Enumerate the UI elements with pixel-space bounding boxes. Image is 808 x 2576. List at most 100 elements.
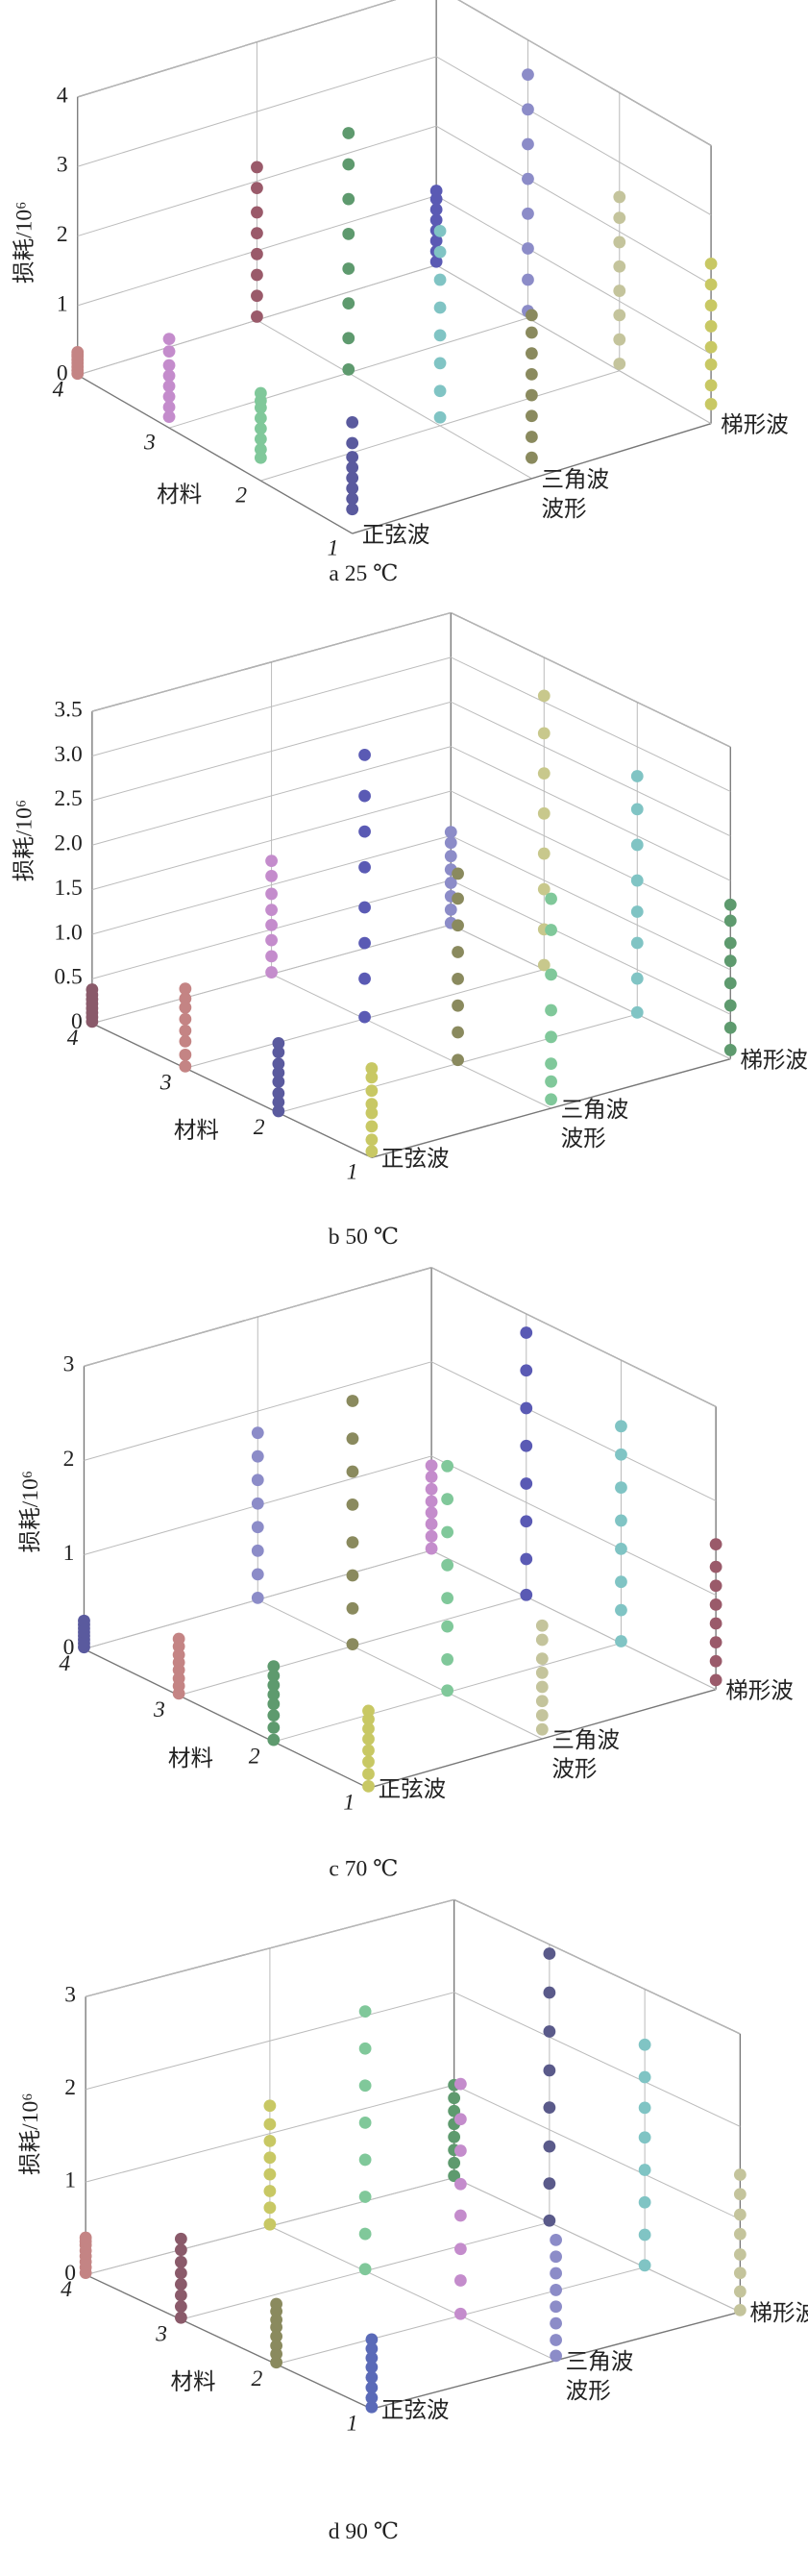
x-tick-label: 正弦波 (362, 522, 430, 548)
point (638, 2259, 651, 2272)
point (453, 2113, 467, 2126)
point (263, 2135, 277, 2147)
point (537, 767, 551, 780)
point (272, 1037, 285, 1050)
point (733, 2248, 747, 2261)
point (733, 2285, 747, 2298)
point (263, 2201, 277, 2215)
point (362, 1755, 375, 1769)
point (520, 1477, 533, 1490)
point (453, 2077, 467, 2091)
point (265, 887, 278, 901)
point (358, 936, 371, 950)
point (174, 2255, 187, 2268)
point (365, 2381, 379, 2394)
point (520, 1439, 533, 1452)
point (365, 2351, 379, 2365)
point (525, 347, 538, 360)
point (522, 242, 534, 255)
caption: c 70 ℃ (329, 1856, 398, 1881)
y-tick-label: 3.5 (54, 697, 82, 722)
point (365, 2371, 379, 2384)
x-axis-label: 波形 (566, 2378, 611, 2404)
point (444, 836, 457, 850)
point (535, 1666, 549, 1679)
y-tick-label: 2 (64, 2075, 76, 2100)
point (535, 1680, 549, 1694)
point (346, 1536, 359, 1549)
grid-line (77, 56, 712, 216)
point (254, 422, 267, 435)
z-axis-label: 材料 (168, 1746, 213, 1771)
z-tick-label: 4 (61, 2277, 72, 2302)
point (615, 1635, 627, 1647)
y-tick-label: 2.0 (54, 831, 82, 856)
point (448, 2156, 461, 2169)
point (346, 436, 359, 450)
point (441, 1558, 454, 1572)
axis-line (352, 423, 712, 534)
y-tick-label: 2 (63, 1447, 75, 1472)
axis-line (368, 1689, 717, 1789)
point (638, 2164, 651, 2176)
point (448, 2130, 461, 2143)
point (251, 1449, 264, 1463)
point (522, 137, 534, 151)
point (630, 770, 644, 782)
point (520, 1326, 533, 1339)
point (525, 388, 538, 402)
point (723, 1021, 737, 1034)
point (638, 2195, 651, 2209)
point (346, 503, 359, 516)
point (174, 2243, 187, 2257)
point (267, 1688, 281, 1701)
point (709, 1654, 722, 1668)
y-tick-label: 0 (57, 361, 68, 386)
point (522, 103, 534, 116)
point (425, 1459, 438, 1473)
point (453, 2274, 467, 2287)
point (346, 1395, 359, 1407)
point (522, 172, 534, 186)
point (441, 1525, 454, 1539)
point (638, 2131, 651, 2144)
point (709, 1560, 722, 1573)
z-tick-label: 2 (235, 483, 247, 508)
point (358, 749, 371, 761)
point (346, 415, 359, 429)
z-tick-label: 3 (155, 2321, 167, 2346)
point (441, 1493, 454, 1506)
point (362, 1768, 375, 1780)
point (358, 1010, 371, 1024)
y-tick-label: 2.5 (54, 786, 82, 811)
point (429, 235, 443, 247)
point (425, 1482, 438, 1496)
point (346, 1638, 359, 1650)
point (638, 2070, 651, 2084)
point (452, 1026, 464, 1039)
point (365, 1120, 379, 1133)
point (452, 946, 464, 958)
point (545, 968, 557, 981)
caption: d 90 ℃ (329, 2519, 399, 2544)
y-axis-label: 损耗/10⁶ (17, 1471, 43, 1552)
point (429, 255, 443, 268)
z-tick-label: 4 (67, 1026, 79, 1051)
point (545, 1075, 557, 1088)
point (358, 901, 371, 914)
point (358, 2153, 372, 2167)
point (704, 278, 718, 291)
x-tick-label: 三角波 (541, 467, 609, 493)
point (535, 1695, 549, 1708)
y-tick-label: 2 (57, 222, 68, 247)
point (71, 345, 85, 359)
point (441, 1459, 454, 1473)
point (346, 1432, 359, 1446)
point (251, 310, 263, 323)
point (265, 966, 278, 978)
point (433, 329, 447, 342)
y-tick-label: 1 (63, 1541, 75, 1566)
